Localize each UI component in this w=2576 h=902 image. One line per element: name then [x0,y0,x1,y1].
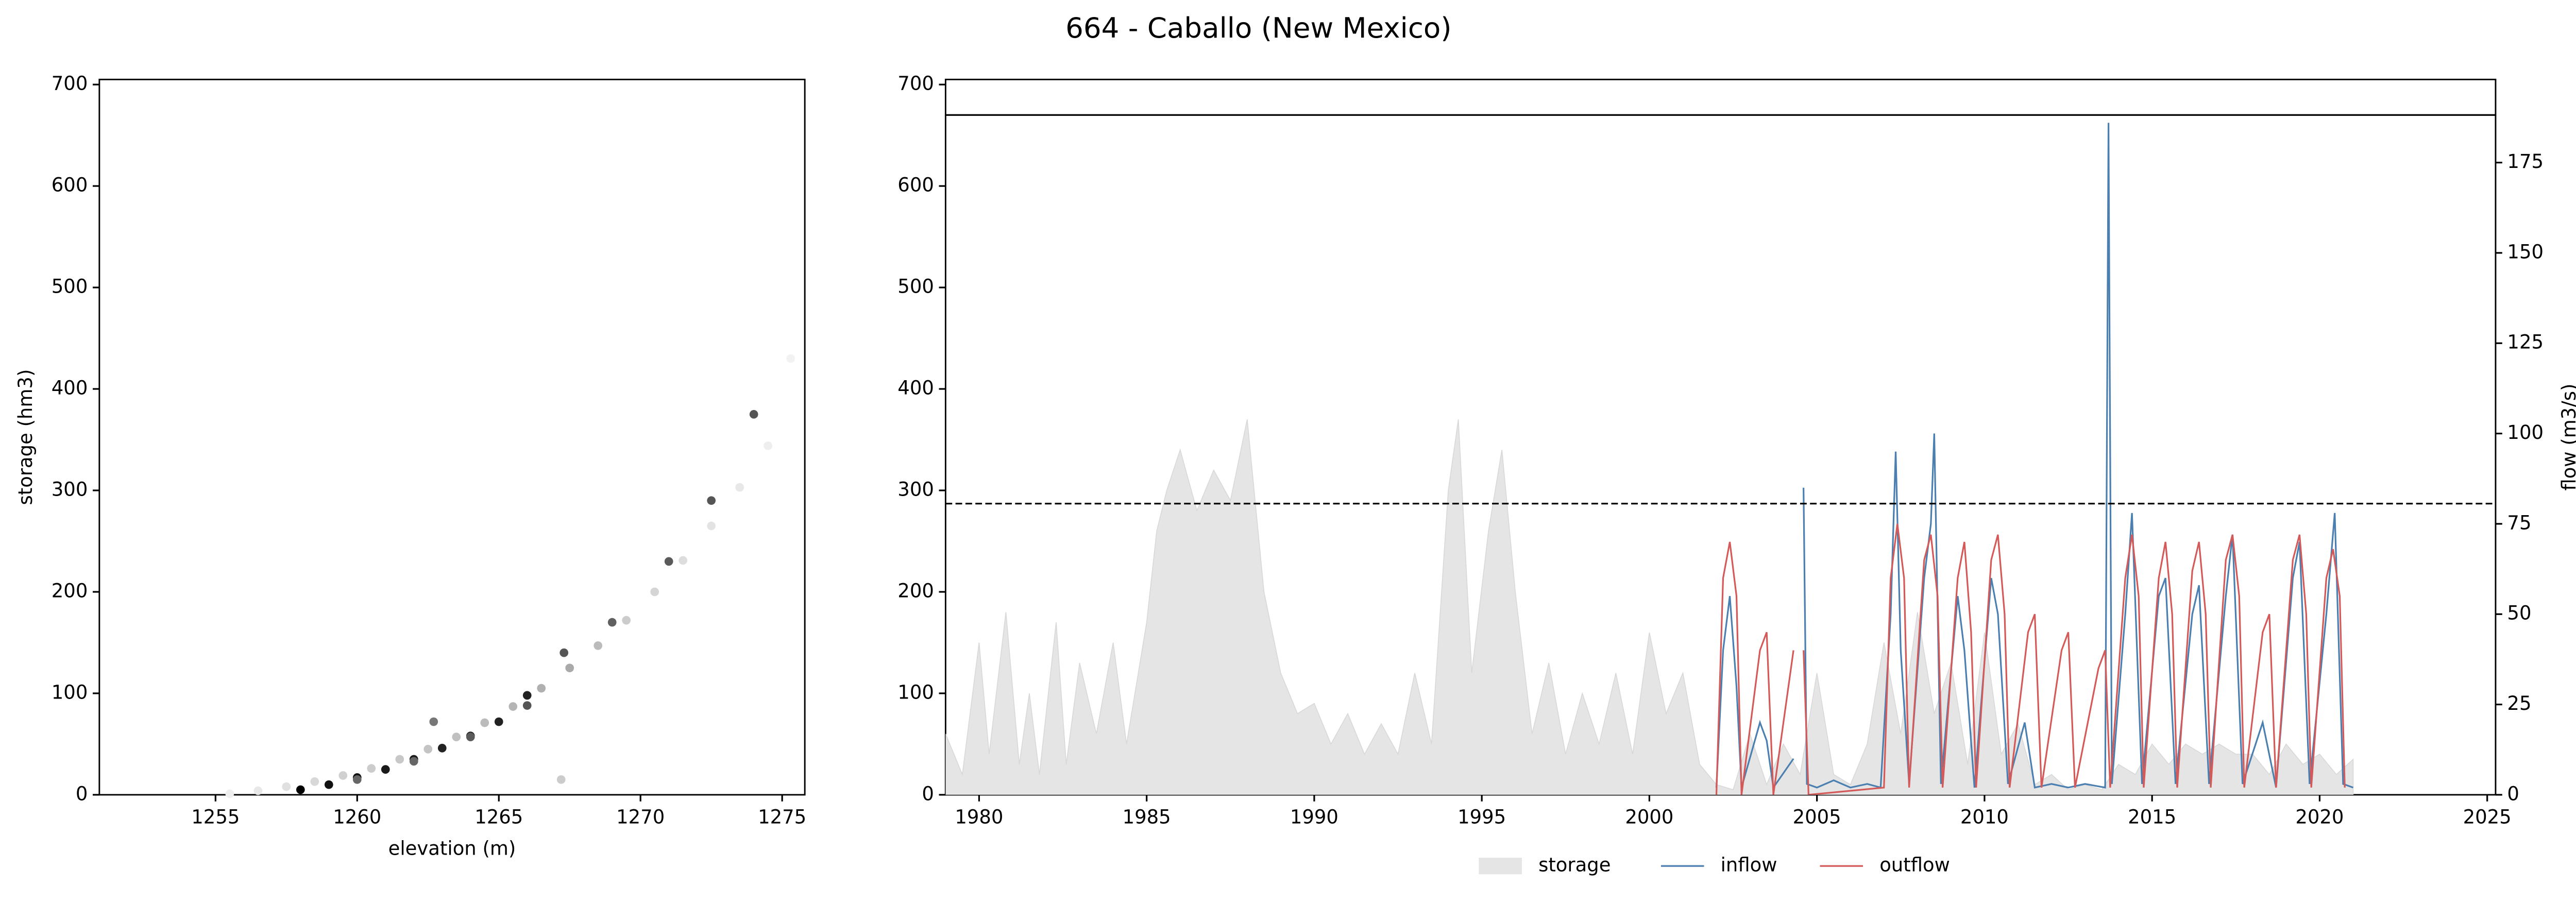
y2-tick-label: 125 [2507,331,2544,353]
figure-title: 664 - Caballo (New Mexico) [1065,11,1451,44]
y-tick-label: 300 [52,478,88,500]
point [282,782,291,791]
x-tick-label: 1260 [333,806,381,828]
point [367,764,376,773]
point [437,743,447,753]
y-tick-label: 200 [52,580,88,602]
x-tick-label: 2005 [1793,806,1841,828]
legend-swatch [1479,858,1522,875]
point [522,691,532,700]
point [594,641,603,650]
point [679,556,688,565]
point [565,663,574,673]
y2-tick-label: 50 [2507,602,2531,624]
x-tick-label: 1980 [955,806,1003,828]
x-tick-label: 1270 [616,806,665,828]
x-tick-label: 2010 [1960,806,2009,828]
point [522,701,532,710]
y-tick-label: 600 [897,174,934,196]
point [786,354,795,363]
y2-tick-label: 0 [2507,782,2519,805]
point [409,757,418,766]
x-tick-label: 1985 [1123,806,1171,828]
y2-axis-label: flow (m3/s) [2558,384,2576,491]
y-tick-label: 0 [922,782,934,805]
point [296,785,305,794]
y-tick-label: 500 [897,276,934,298]
point [650,587,659,597]
point [664,557,673,566]
y2-tick-label: 100 [2507,421,2544,444]
inflow-line [1715,123,2354,790]
point [764,441,773,450]
plot-area [945,123,2354,795]
y-tick-label: 400 [52,377,88,399]
point [480,718,489,727]
point [423,744,433,754]
point [707,496,716,505]
y2-tick-label: 25 [2507,692,2531,714]
y-tick-label: 700 [897,73,934,95]
point [537,684,546,693]
point [310,777,319,786]
point [225,789,234,798]
point [429,717,438,726]
point [749,410,758,419]
legend-label: inflow [1721,854,1777,876]
legend-label: outflow [1879,854,1950,876]
y-tick-label: 700 [52,73,88,95]
point [466,733,475,741]
point [707,521,716,531]
y-tick-label: 200 [897,580,934,602]
x-tick-label: 2015 [2128,806,2176,828]
y2-tick-label: 175 [2507,150,2544,173]
point [452,733,461,741]
y-tick-label: 400 [897,377,934,399]
point [622,616,631,625]
x-tick-label: 1275 [758,806,806,828]
point [324,780,333,789]
point [735,483,744,492]
y2-tick-label: 150 [2507,241,2544,263]
y-tick-label: 300 [897,478,934,500]
point [395,755,404,764]
y2-tick-label: 75 [2507,512,2531,534]
x-tick-label: 1990 [1290,806,1338,828]
y-tick-label: 100 [52,681,88,703]
point [494,717,503,726]
point [607,618,617,627]
x-tick-label: 1265 [474,806,523,828]
point [560,648,569,657]
point [352,775,362,784]
x-tick-label: 1255 [191,806,240,828]
y-tick-label: 500 [52,276,88,298]
plot-frame [98,78,806,796]
point [338,771,348,780]
x-axis-label: elevation (m) [388,837,516,859]
point [556,775,566,784]
x-tick-label: 1995 [1458,806,1506,828]
x-tick-label: 2025 [2463,806,2512,828]
point [381,765,390,774]
y-tick-label: 0 [76,782,88,805]
y-tick-label: 100 [897,681,934,703]
y-axis-label: storage (hm3) [14,369,37,505]
x-tick-label: 2020 [2295,806,2344,828]
legend-label: storage [1538,854,1611,876]
y-tick-label: 600 [52,174,88,196]
outflow-line [1715,523,2346,795]
x-tick-label: 2000 [1625,806,1673,828]
point [509,702,518,711]
point [253,786,263,795]
